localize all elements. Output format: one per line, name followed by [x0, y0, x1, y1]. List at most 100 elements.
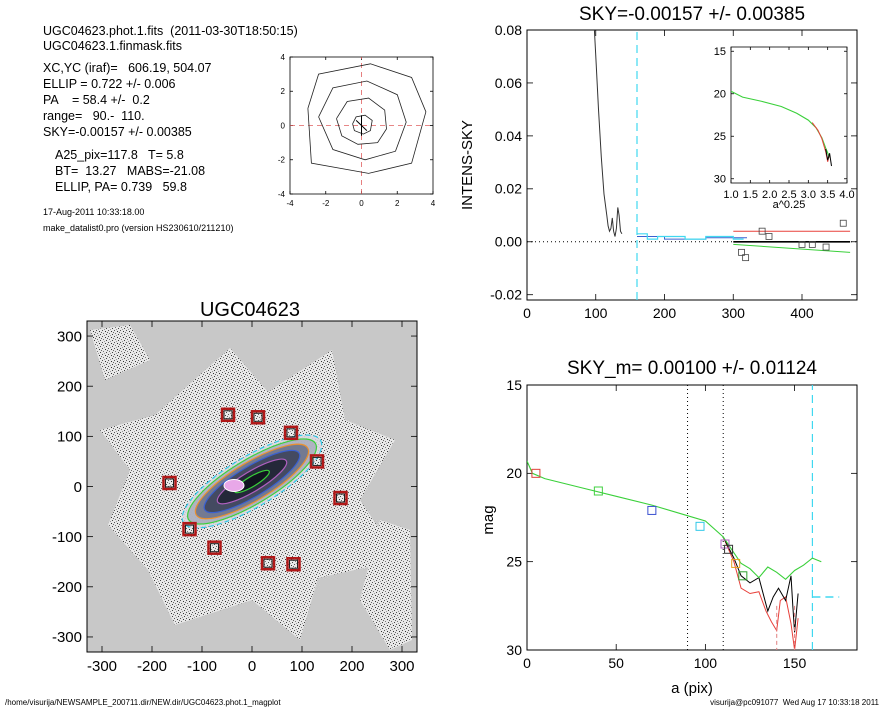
- y-tick-label: 100: [57, 429, 82, 446]
- sky-square-point: [808, 241, 816, 248]
- y-tick-label: -0.02: [490, 287, 522, 303]
- header-a25: A25_pix=117.8 T= 5.8: [55, 148, 184, 162]
- x-tick-label: 4.0: [839, 189, 854, 201]
- x-tick-label: -100: [187, 658, 217, 675]
- inset-red-line: [811, 122, 831, 162]
- x-tick-label: 300: [389, 658, 414, 675]
- sky-square-point: [742, 254, 750, 262]
- y-tick-label: 300: [57, 328, 82, 345]
- galaxy-foreground-star: [223, 478, 245, 492]
- mask-marker-inner: [312, 456, 322, 466]
- mask-marker: [309, 454, 325, 469]
- header-program: make_datalist0.pro (version HS230610/211…: [43, 223, 234, 233]
- mag-xlabel: a (pix): [671, 680, 713, 697]
- mag-square-point: [724, 544, 734, 554]
- image-title: UGC04623: [200, 299, 300, 321]
- mask-marker: [260, 555, 276, 571]
- x-tick-label: 0: [359, 199, 364, 208]
- y-tick-label: 0.00: [495, 234, 522, 250]
- sky-frame: [526, 29, 858, 301]
- mag-black-line: [722, 536, 799, 633]
- mag-frame: [526, 384, 858, 651]
- header-ellip-pa: ELLIP, PA= 0.739 59.8: [55, 180, 187, 194]
- x-tick-label: 200: [653, 305, 677, 321]
- x-tick-label: 0: [523, 305, 531, 321]
- mask-marker-inner: [210, 543, 219, 553]
- header-bt-mabs: BT= 13.27 MABS=-21.08: [55, 164, 206, 178]
- x-tick-label: 2.5: [781, 189, 796, 201]
- contour-line: [336, 97, 387, 145]
- y-tick-label: -2: [278, 156, 286, 165]
- y-tick-label: -100: [52, 529, 82, 546]
- y-tick-label: 30: [506, 642, 522, 658]
- mask-marker: [220, 407, 236, 423]
- sky-square-point: [738, 248, 745, 256]
- y-tick-label: 0.08: [495, 22, 522, 38]
- galaxy-group: [181, 434, 323, 529]
- mag-square-point: [531, 468, 541, 478]
- sky-cyan-step: [637, 233, 744, 240]
- y-tick-label: 15: [714, 46, 726, 58]
- header-sky: SKY=-0.00157 +/- 0.00385: [43, 125, 192, 139]
- mask-marker-inner: [336, 493, 345, 503]
- y-tick-label: 0.06: [495, 75, 522, 91]
- y-tick-label: 0: [74, 479, 82, 496]
- y-tick-label: 200: [57, 378, 82, 395]
- header-center-coords: XC,YC (iraf)= 606.19, 504.07: [43, 61, 212, 75]
- mag-square-point: [738, 571, 748, 581]
- inset-black-line: [825, 148, 832, 167]
- mag-red-line: [722, 536, 799, 650]
- x-tick-label: 200: [339, 658, 364, 675]
- sky-title: SKY=-0.00157 +/- 0.00385: [579, 4, 805, 25]
- header-ellipticity: ELLIP = 0.722 +/- 0.006: [43, 77, 176, 91]
- sky-panel: SKY=-0.00157 +/- 0.00385 INTENS-SKY 0 100…: [459, 4, 858, 321]
- x-tick-label: 100: [694, 655, 718, 671]
- y-tick-label: -200: [52, 579, 82, 596]
- header-fits-name: UGC04623.phot.1.fits (2011-03-30T18:50:1…: [43, 24, 298, 38]
- mag-green-line: [527, 460, 822, 581]
- y-tick-label: 25: [714, 131, 726, 143]
- x-tick-label: 1.5: [743, 189, 758, 201]
- x-tick-label: 400: [790, 305, 814, 321]
- mag-square-point: [695, 521, 705, 531]
- mag-square-point: [647, 505, 657, 515]
- y-tick-label: 0.02: [495, 181, 522, 197]
- mask-marker: [333, 490, 348, 506]
- x-tick-label: 100: [584, 305, 608, 321]
- sky-square-point: [822, 243, 830, 251]
- contour-line: [307, 63, 427, 174]
- x-tick-label: 2: [395, 199, 400, 208]
- x-tick-label: -4: [286, 199, 294, 208]
- contour-line: [352, 114, 373, 135]
- mask-marker-inner: [286, 428, 296, 438]
- x-tick-label: 0: [248, 658, 256, 675]
- header-position-angle: PA = 58.4 +/- 0.2: [43, 93, 150, 107]
- x-tick-label: 3.0: [801, 189, 816, 201]
- mag-ylabel: mag: [480, 505, 497, 534]
- x-tick-label: -2: [322, 199, 330, 208]
- sky-square-point: [758, 227, 766, 235]
- sky-square-point: [765, 233, 773, 240]
- mask-marker: [162, 475, 177, 491]
- y-tick-label: 15: [506, 377, 522, 393]
- x-tick-label: -300: [87, 658, 117, 675]
- mask-marker: [286, 556, 301, 572]
- x-tick-label: 300: [722, 305, 746, 321]
- x-tick-label: 3.5: [820, 189, 835, 201]
- inset-frame: [730, 46, 848, 184]
- footer-path: /home/visurija/NEWSAMPLE_200711.dir/NEW.…: [5, 698, 281, 707]
- mask-marker-inner: [165, 478, 174, 488]
- y-tick-label: 25: [506, 554, 522, 570]
- x-tick-label: 4: [431, 199, 436, 208]
- sky-green-line: [733, 243, 851, 253]
- y-tick-label: 2: [281, 87, 286, 96]
- mask-marker-inner: [223, 410, 233, 420]
- mag-square-point: [593, 486, 603, 496]
- y-tick-label: 30: [714, 174, 726, 186]
- y-tick-label: 20: [714, 89, 726, 101]
- footer-user: visurija@pc091077 Wed Aug 17 10:33:18 20…: [710, 698, 879, 707]
- x-tick-label: -200: [137, 658, 167, 675]
- galaxy-image: [87, 321, 417, 652]
- y-tick-label: -300: [52, 629, 82, 646]
